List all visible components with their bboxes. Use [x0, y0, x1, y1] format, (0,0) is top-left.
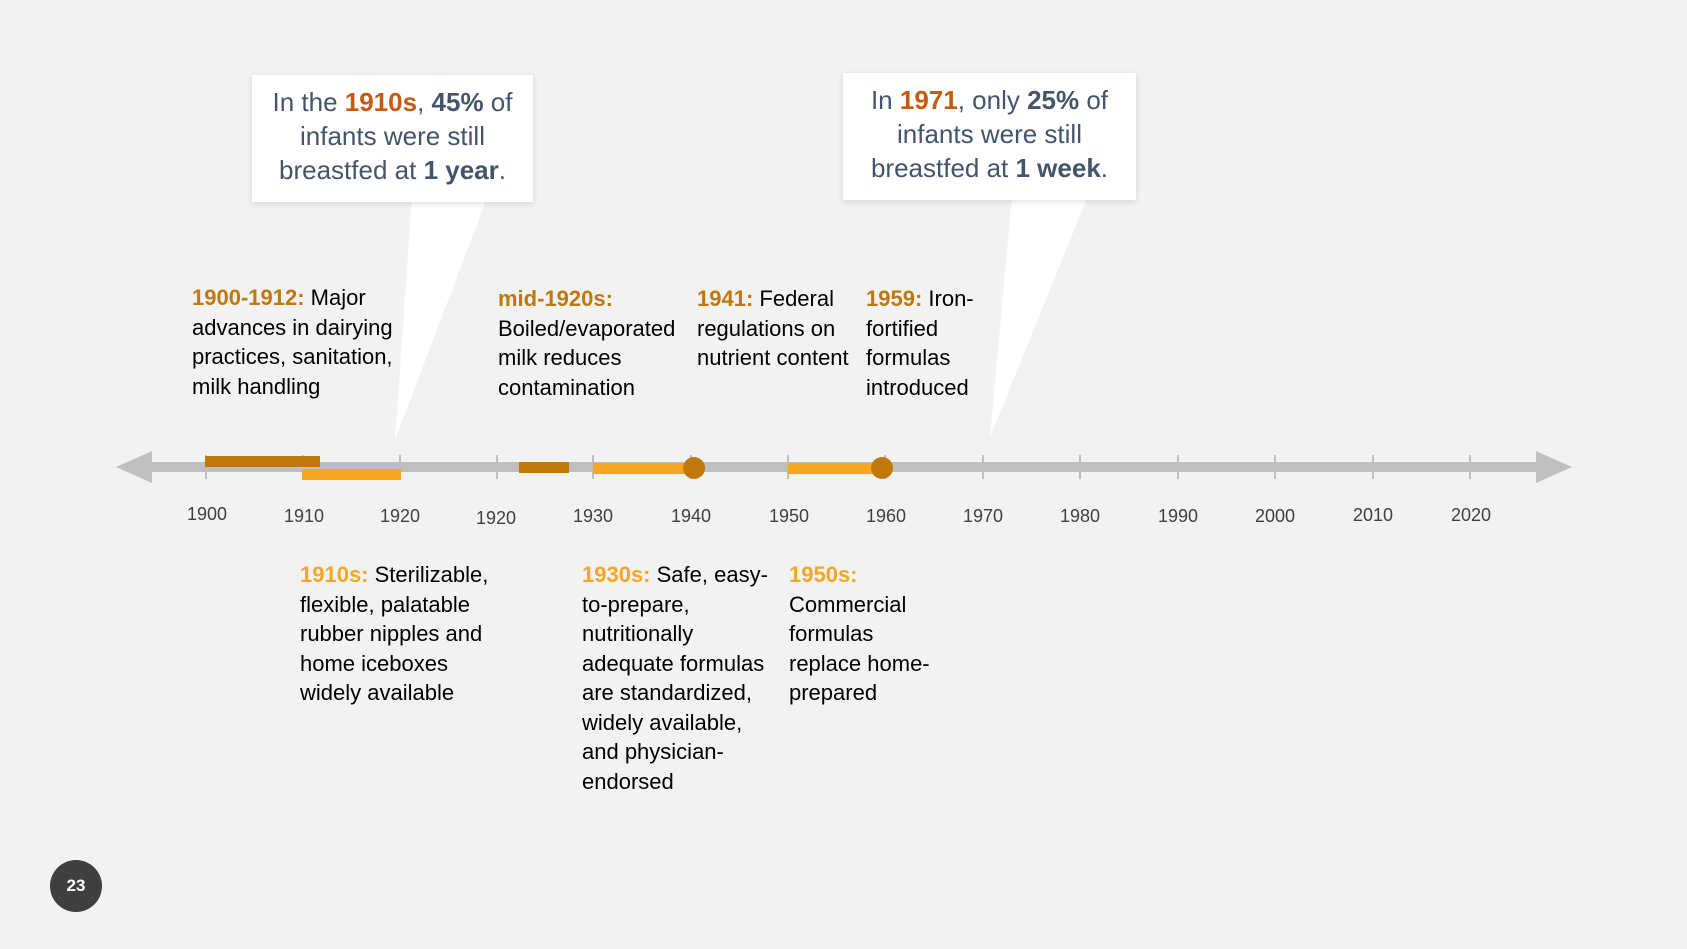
callout-year: 1971 — [899, 85, 958, 115]
callout-1971: In 1971, only 25% of infants were still … — [843, 73, 1136, 200]
tick-label: 2000 — [1254, 506, 1296, 526]
event-label: 1930s: — [582, 562, 651, 587]
bar-1930s — [593, 463, 693, 474]
page-number-badge: 23 — [50, 860, 102, 912]
callout-text: , — [417, 87, 432, 117]
axis-right-arrowhead — [1536, 451, 1572, 483]
event-text: Commercial formulas replace home-prepare… — [789, 591, 930, 706]
tick-label: 1920 — [379, 506, 421, 526]
event-label: 1941: — [697, 286, 754, 311]
tick-mark — [1079, 455, 1081, 479]
callout-1910s-tail — [395, 198, 487, 440]
tick-mark — [1469, 455, 1471, 479]
event-text: Safe, easy-to-prepare, nutritionally ade… — [582, 562, 768, 794]
marker-1941 — [683, 457, 705, 479]
tick-label: 1960 — [865, 506, 907, 526]
tick-mark — [496, 455, 498, 479]
event-label: mid-1920s: — [498, 286, 613, 311]
tick-label: 1970 — [962, 506, 1004, 526]
callout-text: . — [1100, 153, 1109, 183]
event-1950s: 1950s: Commercial formulas replace home-… — [789, 560, 949, 708]
tick-label: 1940 — [670, 506, 712, 526]
tick-label: 2010 — [1352, 505, 1394, 525]
bar-1900-1912 — [205, 456, 320, 467]
bar-1950s — [788, 463, 883, 474]
event-text: Boiled/evaporated milk reduces contamina… — [498, 315, 676, 400]
callout-text: In the — [272, 87, 345, 117]
callout-text: In — [870, 85, 900, 115]
event-1959: 1959: Iron-fortified formulas introduced — [866, 284, 994, 402]
event-label: 1900-1912: — [192, 285, 305, 310]
marker-1959 — [871, 457, 893, 479]
callout-text: of infants were still breastfed at — [279, 87, 513, 185]
event-text: Iron-fortified formulas introduced — [866, 286, 974, 400]
callout-year: 1910s — [344, 87, 418, 117]
tick-mark — [399, 455, 401, 479]
callout-text: , only — [957, 85, 1028, 115]
callout-text: . — [498, 155, 506, 185]
tick-mark — [982, 455, 984, 479]
callout-text: of infants were still breastfed at — [870, 85, 1109, 183]
event-label: 1910s: — [300, 562, 369, 587]
callout-1971-tail — [990, 196, 1088, 437]
event-1930s: 1930s: Safe, easy-to-prepare, nutritiona… — [582, 560, 777, 796]
callout-1910s: In the 1910s, 45% of infants were still … — [252, 75, 533, 202]
callout-duration: 1 year — [423, 155, 499, 185]
event-text: Federal regulations on nutrient content — [697, 286, 849, 370]
bar-1910s — [302, 469, 401, 480]
tick-label: 1910 — [283, 506, 325, 526]
callout-percent: 45% — [431, 87, 484, 117]
event-1910s: 1910s: Sterilizable, flexible, palatable… — [300, 560, 515, 708]
event-1941: 1941: Federal regulations on nutrient co… — [697, 284, 857, 373]
tick-label: 1900 — [186, 504, 228, 524]
event-mid-1920s: mid-1920s: Boiled/evaporated milk reduce… — [498, 284, 688, 402]
event-text: Sterilizable, flexible, palatable rubber… — [300, 562, 489, 705]
axis-left-arrowhead — [116, 451, 152, 483]
tick-mark — [1372, 455, 1374, 479]
tick-label: 1930 — [572, 506, 614, 526]
tick-label: 1990 — [1157, 506, 1199, 526]
tick-mark — [1177, 455, 1179, 479]
callout-percent: 25% — [1027, 85, 1080, 115]
event-text: Major advances in dairying practices, sa… — [192, 285, 393, 399]
tick-label: 2020 — [1450, 505, 1492, 525]
tick-label: 1920 — [475, 508, 517, 528]
event-label: 1950s: — [789, 562, 858, 587]
tick-label: 1980 — [1059, 506, 1101, 526]
event-label: 1959: — [866, 286, 923, 311]
tick-mark — [1274, 455, 1276, 479]
event-1900-1912: 1900-1912: Major advances in dairying pr… — [192, 283, 412, 401]
tick-label: 1950 — [768, 506, 810, 526]
bar-mid-1920s — [519, 462, 569, 473]
callout-duration: 1 week — [1015, 153, 1101, 183]
